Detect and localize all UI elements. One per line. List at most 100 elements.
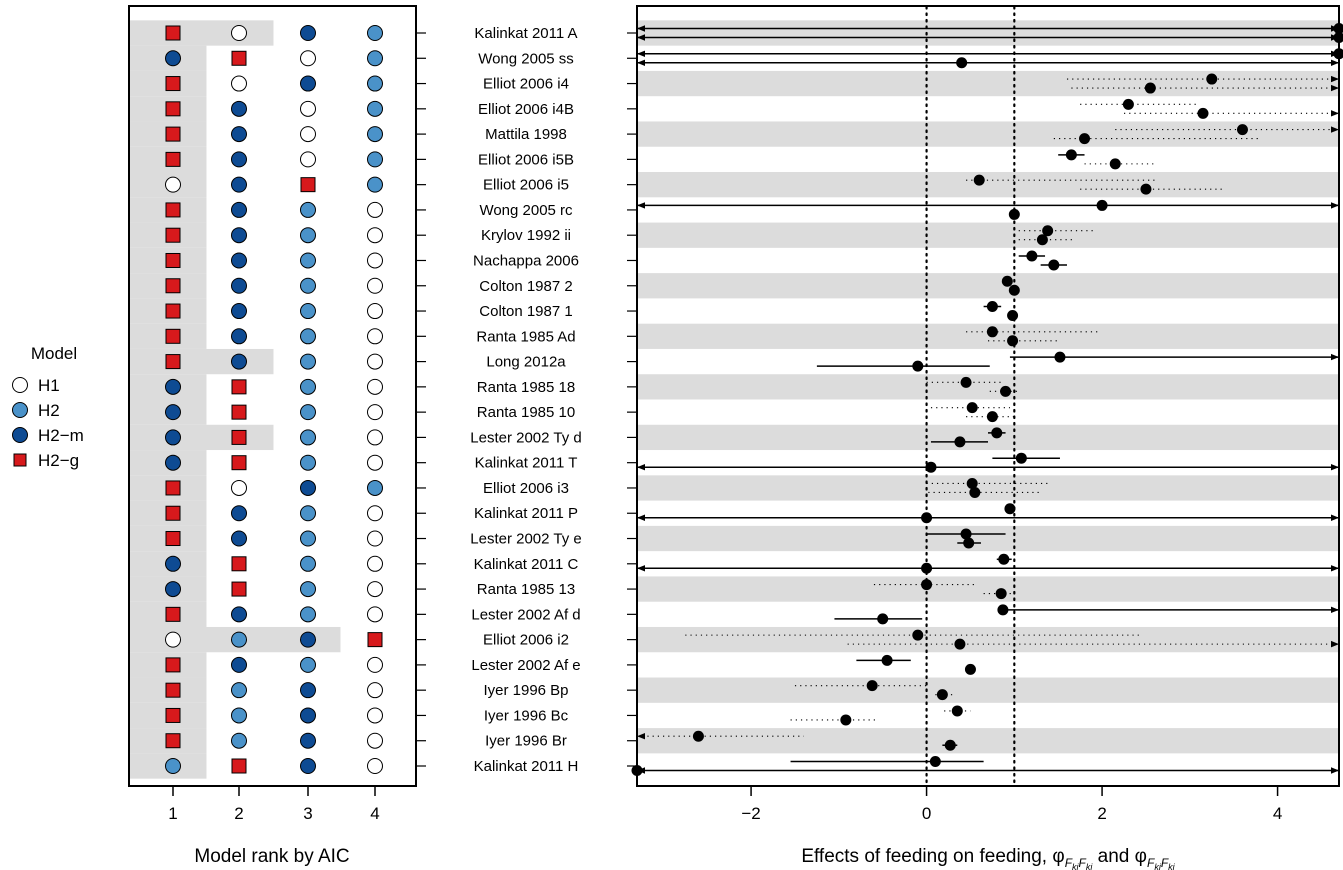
rank-marker: [165, 328, 181, 344]
rank-x-axis: 1 2 3 4: [168, 786, 380, 823]
rank-marker: [231, 556, 247, 572]
rank-marker: [367, 606, 383, 623]
study-label: Iyer 1996 Bc: [484, 707, 569, 724]
rank-marker: [367, 25, 383, 41]
rank-marker: [165, 581, 181, 598]
rank-marker: [231, 758, 247, 774]
estimate-point: [921, 562, 933, 574]
rank-marker: [300, 227, 316, 244]
rank-marker: [300, 353, 316, 370]
estimate-point: [1109, 158, 1121, 170]
estimate-point: [692, 730, 704, 742]
legend-label-h2g: H2−g: [38, 451, 79, 470]
estimate-point: [936, 689, 948, 701]
rank-x-tick-label: 2: [234, 804, 243, 823]
legend-marker-h2: [12, 402, 28, 418]
estimate-point: [1007, 335, 1019, 347]
effects-shade-band: [637, 626, 1339, 653]
study-label: Elliot 2006 i3: [483, 480, 569, 497]
study-label: Iyer 1996 Br: [485, 733, 567, 750]
rank-marker: [165, 176, 181, 193]
rank-marker: [165, 76, 181, 92]
estimate-point: [1236, 124, 1248, 136]
estimate-point: [964, 663, 976, 675]
estimate-point: [866, 680, 878, 692]
effects-x-axis-label: Effects of feeding on feeding, φFkiFki a…: [801, 846, 1175, 870]
effects-shade-band: [637, 70, 1339, 97]
model-rank-panel: 1 2 3 4 Model rank by AIC: [128, 5, 426, 867]
effects-shade-band: [637, 20, 1339, 46]
estimate-point: [1026, 250, 1038, 262]
rank-marker: [231, 606, 247, 623]
estimate-point: [1015, 452, 1027, 464]
rank-marker: [231, 126, 247, 143]
rank-shade-band: [130, 20, 274, 46]
estimate-point: [921, 579, 933, 591]
estimate-point: [1065, 149, 1077, 161]
estimate-point: [960, 528, 972, 540]
rank-marker: [165, 631, 181, 648]
rank-marker: [367, 707, 383, 724]
rank-shade-band: [130, 424, 274, 451]
rank-marker: [300, 404, 316, 421]
rank-marker: [231, 732, 247, 749]
rank-marker: [165, 227, 181, 243]
estimate-point: [991, 427, 1003, 439]
estimate-point: [1122, 98, 1134, 110]
rank-marker: [165, 758, 181, 774]
estimate-point: [1096, 199, 1108, 211]
rank-marker: [300, 277, 316, 294]
effects-shade-band: [637, 677, 1339, 703]
rank-shade-band: [130, 348, 274, 375]
rank-marker: [367, 656, 383, 673]
rank-marker: [300, 530, 316, 547]
rank-marker: [165, 50, 181, 67]
rank-marker: [231, 404, 247, 420]
effects-x-tick-label: 4: [1273, 804, 1282, 823]
rank-marker: [367, 378, 383, 395]
legend-label-h1: H1: [38, 376, 60, 395]
study-label: Ranta 1985 18: [477, 379, 575, 396]
effects-x-axis: −2 0 2 4: [741, 786, 1282, 823]
rank-marker: [165, 25, 181, 41]
rank-marker: [231, 50, 247, 66]
study-label: Elliot 2006 i5B: [478, 151, 574, 168]
rank-panel-frame: [128, 5, 417, 787]
rank-marker: [300, 378, 316, 395]
rank-marker: [231, 176, 247, 193]
rank-marker: [231, 25, 247, 41]
rank-marker: [300, 732, 316, 749]
estimate-point: [912, 360, 924, 372]
rank-marker: [165, 657, 181, 673]
rank-marker: [300, 505, 316, 522]
rank-marker: [300, 50, 316, 67]
estimate-point: [921, 512, 933, 524]
rank-marker: [231, 252, 247, 269]
legend-label-h2m: H2−m: [38, 426, 84, 445]
rank-marker: [367, 227, 383, 244]
reference-lines: [925, 5, 1016, 787]
study-label: Colton 1987 2: [479, 278, 572, 295]
estimate-point: [1079, 133, 1091, 145]
estimate-point: [986, 326, 998, 338]
estimate-point: [1048, 259, 1060, 271]
rank-marker: [300, 303, 316, 320]
rank-marker: [231, 75, 247, 92]
rank-marker: [165, 252, 181, 268]
estimate-point: [1054, 351, 1066, 363]
effects-shade-band: [637, 424, 1339, 451]
rank-marker: [300, 758, 316, 774]
study-label: Iyer 1996 Bp: [483, 682, 568, 699]
rank-marker: [367, 429, 383, 446]
rank-marker: [300, 581, 316, 598]
rank-marker: [367, 353, 383, 370]
estimate-point: [1001, 275, 1013, 287]
estimate-point: [954, 638, 966, 650]
estimate-point: [840, 714, 852, 726]
rank-marker: [165, 531, 181, 547]
rank-marker: [367, 555, 383, 572]
rank-marker: [231, 581, 247, 597]
effects-shade-band: [637, 172, 1339, 198]
study-label: Nachappa 2006: [473, 252, 579, 269]
